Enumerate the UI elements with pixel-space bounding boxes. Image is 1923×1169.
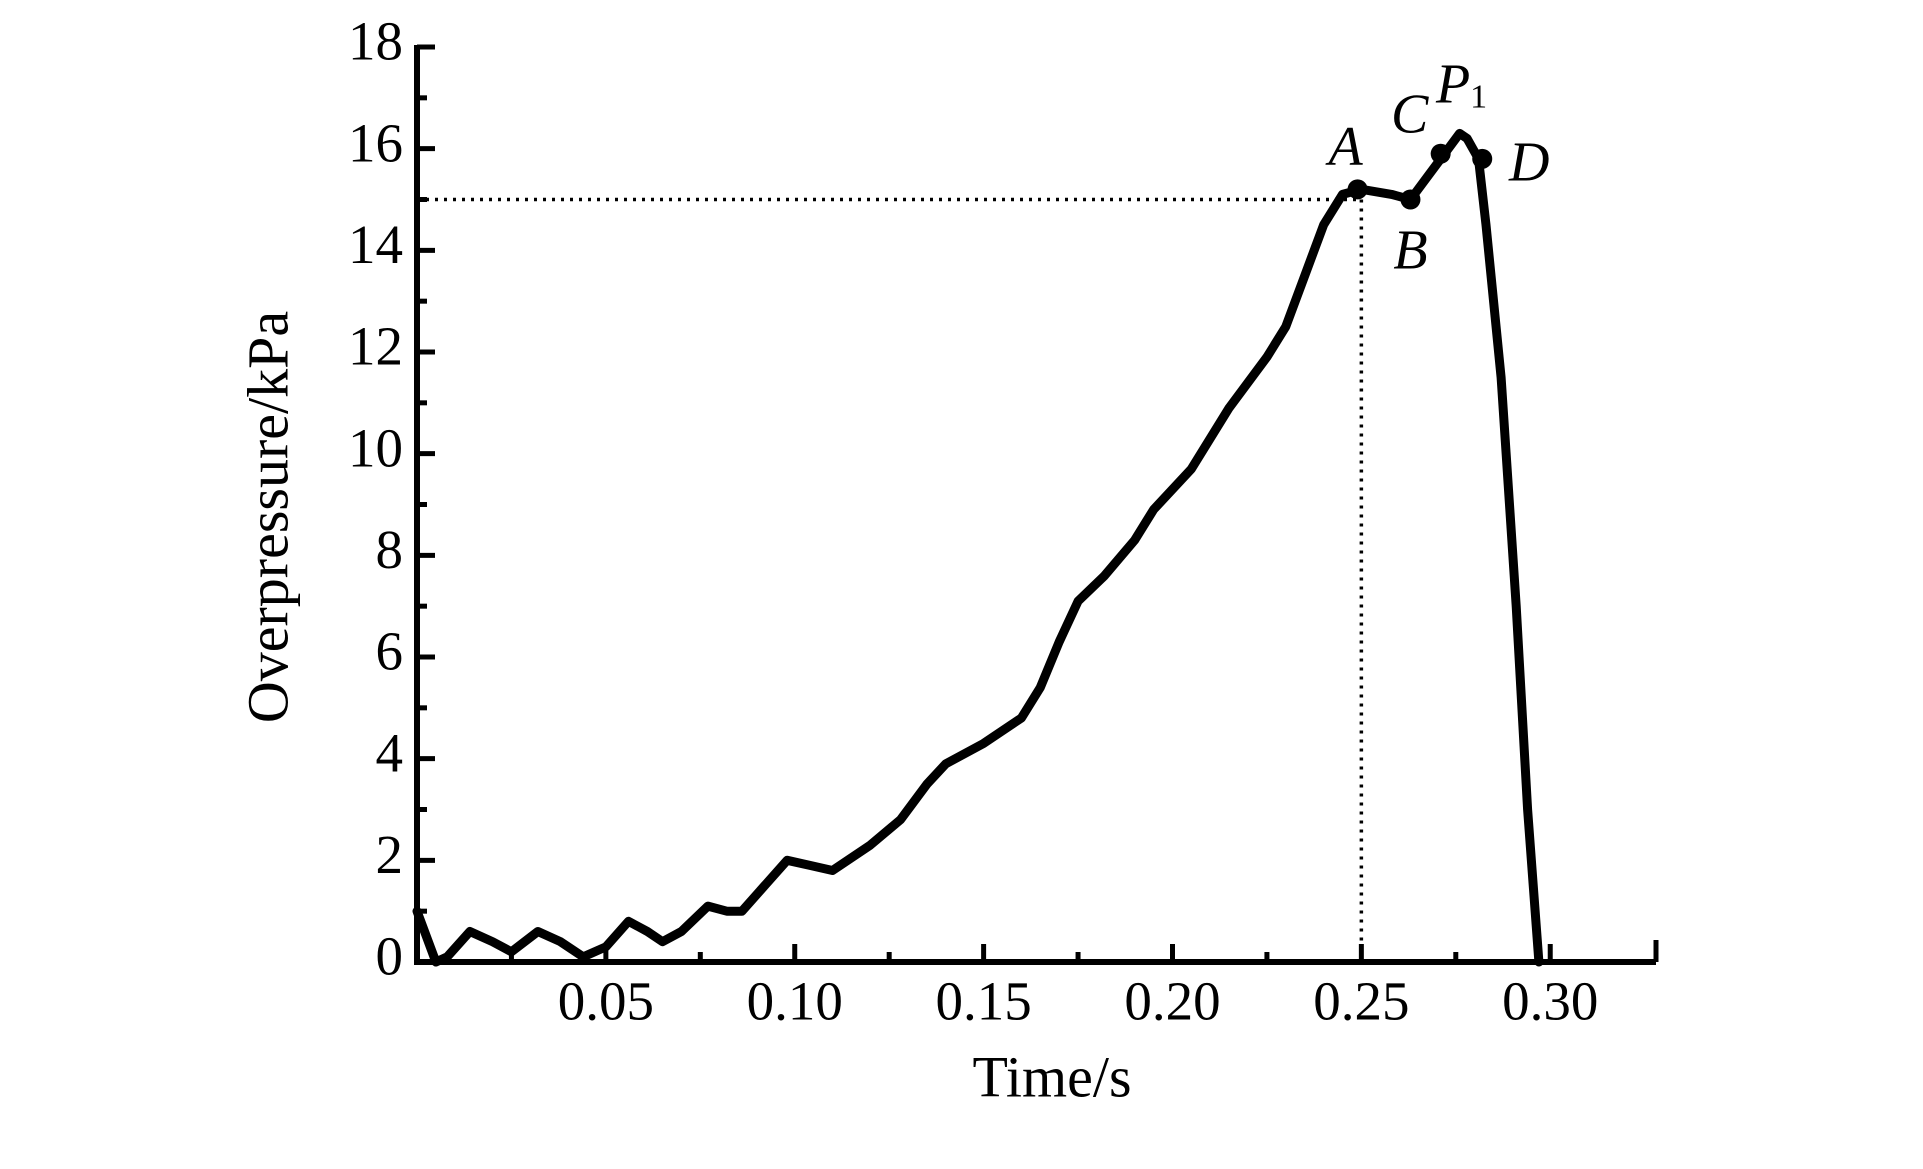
y-tick-label: 2 bbox=[376, 824, 404, 885]
y-tick-label: 4 bbox=[376, 722, 404, 783]
y-tick-label: 12 bbox=[348, 316, 403, 377]
y-tick-label: 18 bbox=[348, 11, 403, 72]
point-marker bbox=[1400, 189, 1421, 210]
y-tick-label: 8 bbox=[376, 519, 404, 580]
point-label: B bbox=[1393, 219, 1427, 281]
peak-label: P1 bbox=[1435, 53, 1487, 115]
point-label: D bbox=[1508, 132, 1549, 194]
x-axis-title: Time/s bbox=[972, 1044, 1131, 1109]
x-tick-label: 0.20 bbox=[1124, 971, 1220, 1032]
curve bbox=[412, 128, 1544, 967]
y-tick-label: 6 bbox=[376, 621, 404, 682]
point-marker bbox=[1472, 148, 1493, 169]
peak-label-sub: 1 bbox=[1470, 78, 1487, 115]
y-tick-label: 14 bbox=[348, 214, 403, 275]
y-tick-label: 16 bbox=[348, 112, 403, 173]
y-axis-title: Overpressure/kPa bbox=[235, 311, 300, 723]
point-label: C bbox=[1391, 84, 1429, 146]
point-label: A bbox=[1324, 116, 1363, 178]
x-tick-label: 0.15 bbox=[935, 971, 1031, 1032]
point-marker bbox=[1430, 143, 1451, 164]
x-tick-label: 0.05 bbox=[558, 971, 654, 1032]
peak-label-main: P bbox=[1435, 53, 1470, 115]
point-marker bbox=[1347, 179, 1368, 200]
x-tick-label: 0.30 bbox=[1502, 971, 1598, 1032]
y-tick-label: 0 bbox=[376, 926, 404, 987]
x-tick-label: 0.25 bbox=[1313, 971, 1409, 1032]
x-tick-label: 0.10 bbox=[747, 971, 843, 1032]
y-tick-label: 10 bbox=[348, 417, 403, 478]
